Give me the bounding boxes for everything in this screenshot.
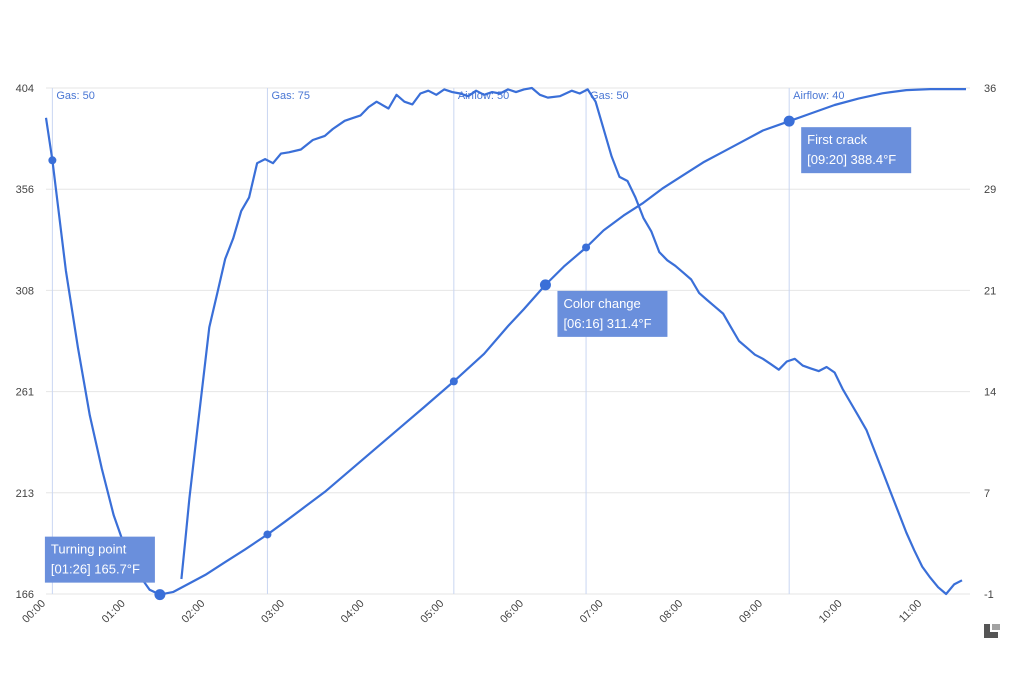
y-left-tick-label: 356 (16, 184, 34, 196)
series-marker (449, 377, 458, 386)
annotation-point (783, 115, 795, 127)
annotation-detail: [01:26] 165.7°F (51, 562, 140, 577)
x-tick-label: 10:00 (817, 598, 845, 626)
x-tick-label: 09:00 (737, 598, 765, 626)
x-tick-label: 06:00 (498, 598, 526, 626)
x-tick-label: 05:00 (418, 598, 446, 626)
y-right-tick-label: 36 (984, 83, 996, 95)
y-left-tick-label: 308 (16, 285, 34, 297)
x-tick-label: 07:00 (578, 598, 606, 626)
y-right-tick-label: 29 (984, 184, 996, 196)
annotation-title: First crack (807, 132, 867, 147)
event-label: Gas: 50 (590, 90, 629, 102)
annotation-box (557, 290, 668, 337)
x-tick-label: 11:00 (897, 598, 924, 625)
annotation-detail: [09:20] 388.4°F (807, 152, 896, 167)
annotation-title: Turning point (51, 542, 127, 557)
grid-lines (46, 87, 970, 595)
y-right-tick-label: 21 (984, 285, 996, 297)
annotation-box (44, 536, 155, 583)
brand-logo-icon (984, 624, 1000, 638)
x-tick-label: 02:00 (179, 598, 207, 626)
annotation-title: Color change (563, 296, 640, 311)
series-marker (582, 243, 591, 252)
annotation-detail: [06:16] 311.4°F (563, 316, 651, 331)
event-markers: Gas: 50 Gas: 75 Airflow: 50 Gas: 50 Airflow:… (51, 88, 845, 594)
annotation-point (154, 589, 166, 601)
y-left-tick-label: 261 (16, 387, 34, 399)
event-label: Gas: 50 (56, 90, 95, 102)
annotations: Turning point [01:26] 165.7°F Color change… (44, 115, 912, 601)
x-tick-label: 01:00 (100, 598, 128, 626)
event-label: Gas: 75 (271, 90, 310, 102)
annotation-box (801, 127, 912, 174)
y-left-tick-label: 213 (16, 488, 34, 500)
series-line (180, 86, 963, 596)
x-tick-label: 08:00 (657, 598, 685, 626)
y-right-tick-label: 7 (984, 488, 990, 500)
series-marker (263, 530, 272, 539)
annotation-point (539, 279, 551, 291)
x-tick-label: 04:00 (339, 598, 367, 626)
y-left-tick-label: 166 (16, 589, 34, 601)
x-tick-label: 00:00 (20, 598, 48, 626)
y-right-tick-label: -1 (984, 589, 994, 601)
event-label: Airflow: 40 (793, 90, 844, 102)
y-left-tick-label: 404 (16, 83, 34, 95)
series-marker (48, 156, 57, 165)
x-tick-label: 03:00 (259, 598, 287, 626)
y-right-tick-label: 14 (984, 387, 996, 399)
